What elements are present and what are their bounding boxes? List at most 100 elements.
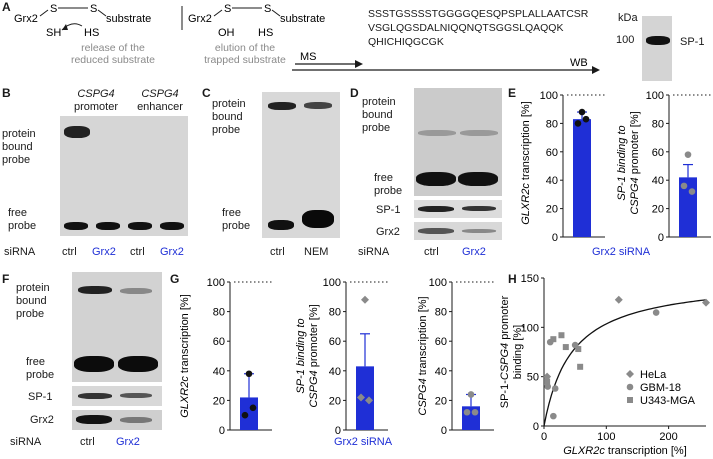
- g3-tick-label-5: 100: [429, 277, 447, 289]
- c-lane-1: ctrl: [270, 246, 285, 258]
- b-free-band-3: [128, 222, 152, 230]
- h-point-gbm-18-5: [652, 309, 660, 316]
- struct2-hs: HS: [258, 27, 273, 39]
- g1-tick-label-0: 0: [219, 425, 225, 437]
- d-free-band-2: [458, 172, 498, 186]
- b-bound-band: [64, 126, 90, 138]
- f-sp1-blot: [72, 386, 162, 406]
- g1-point-2: [249, 404, 257, 412]
- d-sp1-band-2: [462, 206, 496, 211]
- g3-tick-label-4: 80: [435, 307, 447, 319]
- f-bound-band-1: [78, 286, 112, 294]
- f-bound-band-2: [120, 288, 152, 294]
- g2-ylabel-0: SP-1 binding to: [295, 318, 307, 393]
- b-title-enhancer: CSPG4 enhancer: [137, 88, 183, 113]
- struct1-s2: S: [90, 3, 97, 15]
- panel-letter-b: B: [2, 86, 11, 100]
- h-point-gbm-18-2: [550, 412, 557, 420]
- d-sp1-label: SP-1: [376, 204, 401, 216]
- g1-ylabel-0: GLXR2c transcription [%]: [179, 294, 191, 418]
- h-point-u343-mga-2: [558, 332, 565, 339]
- g1-tick-label-3: 60: [213, 336, 225, 348]
- h-point-u343-mga-0: [544, 378, 551, 385]
- g-footer: Grx2 siRNA: [334, 436, 393, 448]
- peptide-sequence: SSSTGSSSSTGGGGQESQPSPLALLAATCSR VSGLQGSD…: [368, 8, 589, 48]
- h-ytick-label-1: 50: [527, 372, 539, 384]
- h-ytick-label-0: 0: [533, 421, 539, 433]
- h-xlabel: GLXR2c transcription [%]: [563, 445, 687, 457]
- panel-e-bar-charts: GLXR2c transcription [%] 0 20 40 60 80 100 SP-1…: [520, 90, 711, 244]
- panel-letter-g: G: [170, 272, 180, 286]
- b-lane-1: ctrl: [62, 246, 77, 258]
- h-legend-label-2: U343-MGA: [640, 395, 696, 407]
- f-sp1-band-2: [120, 393, 152, 398]
- panel-letter-c: C: [202, 86, 211, 100]
- f-lane-2: Grx2: [116, 436, 140, 448]
- g2-tick-label-0: 0: [335, 425, 341, 437]
- e1-point-1: [574, 120, 582, 127]
- b-free-band-2: [96, 222, 120, 230]
- h-legend-marker-1: [626, 383, 634, 391]
- d-free-label: free probe: [374, 172, 403, 197]
- h-point-u343-mga-3: [562, 344, 569, 351]
- g3-tick-label-0: 0: [441, 425, 447, 437]
- struct1-s1: S: [50, 3, 57, 15]
- h-ytick-label-2: 100: [521, 322, 539, 334]
- g3-tick-label-3: 60: [435, 336, 447, 348]
- struct2-sub: substrate: [280, 13, 325, 25]
- e2-point-1: [680, 182, 688, 190]
- struct2-s1: S: [224, 3, 231, 15]
- f-free-band-2: [118, 356, 158, 372]
- d-grx2-blot: [414, 222, 502, 240]
- struct2-oh: OH: [218, 27, 235, 39]
- g3-point-1: [463, 408, 471, 416]
- d-lane-1: ctrl: [424, 246, 439, 258]
- c-bound-band-1: [268, 102, 296, 110]
- h-legend-marker-0: [626, 370, 634, 378]
- e1-tick-label-1: 20: [546, 204, 558, 216]
- e1-bar: [573, 119, 591, 237]
- e2-ylabel-1: CSPG4 promoter [%]: [629, 111, 641, 214]
- g1-point-1: [241, 411, 249, 419]
- e2-ylabel-0: SP-1 binding to: [616, 125, 628, 200]
- f-grx2-band-1: [76, 415, 112, 424]
- g1-tick-label-4: 80: [213, 307, 225, 319]
- f-sp1-label: SP-1: [28, 391, 53, 403]
- f-grx2-band-2: [120, 417, 152, 423]
- struct2-s2: S: [264, 3, 271, 15]
- f-free-label: free probe: [26, 356, 55, 381]
- d-smear-1: [418, 130, 456, 136]
- g1-tick-label-5: 100: [207, 277, 225, 289]
- c-free-label: free probe: [222, 207, 251, 232]
- g2-bar: [356, 366, 374, 430]
- e2-tick-label-5: 100: [646, 90, 664, 102]
- h-legend-marker-2: [627, 397, 633, 403]
- h-point-hela-2: [702, 298, 710, 307]
- e1-point-0: [578, 108, 586, 116]
- e1-tick-label-2: 40: [546, 175, 558, 187]
- e2-tick-label-4: 80: [652, 118, 664, 130]
- d-grx2-label: Grx2: [376, 226, 400, 238]
- f-lane-1: ctrl: [80, 436, 95, 448]
- h-point-u343-mga-5: [575, 346, 582, 353]
- d-bound-label: protein bound probe: [362, 96, 396, 134]
- kda-label: kDa: [618, 12, 638, 24]
- wb-label: WB: [570, 57, 588, 69]
- panel-letter-f: F: [2, 272, 10, 286]
- sp1-band-a: [646, 36, 670, 45]
- e2-tick-label-2: 40: [652, 175, 664, 187]
- struct1-sh: SH: [46, 27, 61, 39]
- f-bound-label: protein bound probe: [16, 282, 50, 320]
- h-legend-label-1: GBM-18: [640, 382, 681, 394]
- g2-tick-label-3: 60: [329, 336, 341, 348]
- b-free-label: free probe: [8, 207, 37, 232]
- h-point-hela-1: [614, 295, 623, 304]
- f-sp1-band-1: [78, 393, 112, 399]
- marker-100: 100: [616, 34, 635, 46]
- h-xtick-label-2: 200: [659, 431, 677, 443]
- g2-ylabel-1: CSPG4 promoter [%]: [308, 304, 320, 407]
- panel-letter-a: A: [2, 0, 11, 14]
- h-point-u343-mga-4: [577, 363, 584, 370]
- g1-point-0: [245, 370, 253, 378]
- e2-tick-label-3: 60: [652, 147, 664, 159]
